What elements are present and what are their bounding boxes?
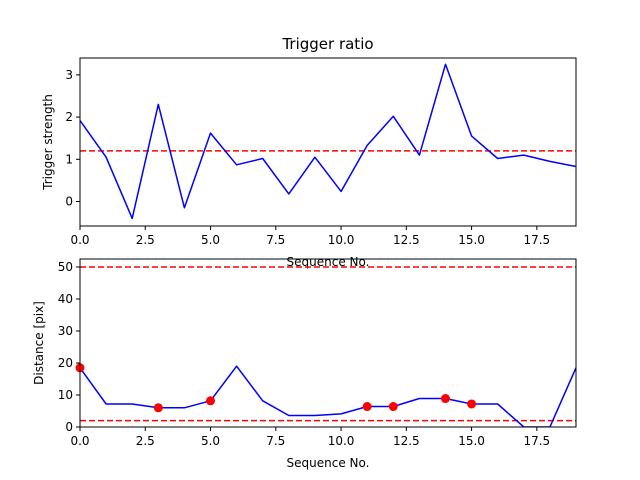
- x-tick-label: 2.5: [136, 233, 155, 247]
- data-point-marker: [440, 394, 450, 404]
- axes-frame: [79, 258, 577, 428]
- x-tick-label: 5.0: [201, 233, 220, 247]
- x-tick-label: 15.0: [458, 233, 485, 247]
- data-point-marker: [467, 399, 477, 409]
- data-point-marker: [388, 402, 398, 412]
- y-tick-label: 1: [65, 152, 73, 166]
- x-tick-label: 17.5: [523, 434, 550, 448]
- x-tick-label: 17.5: [523, 233, 550, 247]
- data-point-marker: [362, 402, 372, 412]
- y-axis-label: Distance [pix]: [32, 301, 46, 385]
- x-tick-label: 7.5: [266, 434, 285, 448]
- x-tick-label: 5.0: [201, 434, 220, 448]
- y-tick-label: 20: [58, 356, 73, 370]
- y-tick-label: 10: [58, 388, 73, 402]
- y-tick-label: 0: [65, 420, 73, 434]
- y-tick-label: 40: [58, 292, 73, 306]
- x-tick-label: 0.0: [70, 233, 89, 247]
- y-tick-label: 2: [65, 110, 73, 124]
- y-tick-label: 3: [65, 68, 73, 82]
- y-axis-label: Trigger strength: [41, 94, 55, 191]
- x-axis-label: Sequence No.: [287, 456, 370, 470]
- data-point-marker: [153, 403, 163, 413]
- axes-frame: [79, 57, 577, 227]
- x-tick-label: 0.0: [70, 434, 89, 448]
- x-tick-label: 7.5: [266, 233, 285, 247]
- series-line: [80, 63, 576, 220]
- distance-chart: Sequence No. Distance [pix] 0.0 2.5 5.0 7.5…: [32, 258, 577, 470]
- x-tick-label: 12.5: [393, 434, 420, 448]
- chart-title: Trigger ratio: [281, 35, 373, 53]
- x-tick-label: 15.0: [458, 434, 485, 448]
- x-tick-label: 2.5: [136, 434, 155, 448]
- x-tick-label: 12.5: [393, 233, 420, 247]
- x-tick-label: 10.0: [328, 233, 355, 247]
- y-tick-label: 30: [58, 324, 73, 338]
- y-tick-label: 0: [65, 195, 73, 209]
- data-point-marker: [206, 396, 216, 406]
- x-tick-label: 10.0: [328, 434, 355, 448]
- y-tick-label: 50: [58, 260, 73, 274]
